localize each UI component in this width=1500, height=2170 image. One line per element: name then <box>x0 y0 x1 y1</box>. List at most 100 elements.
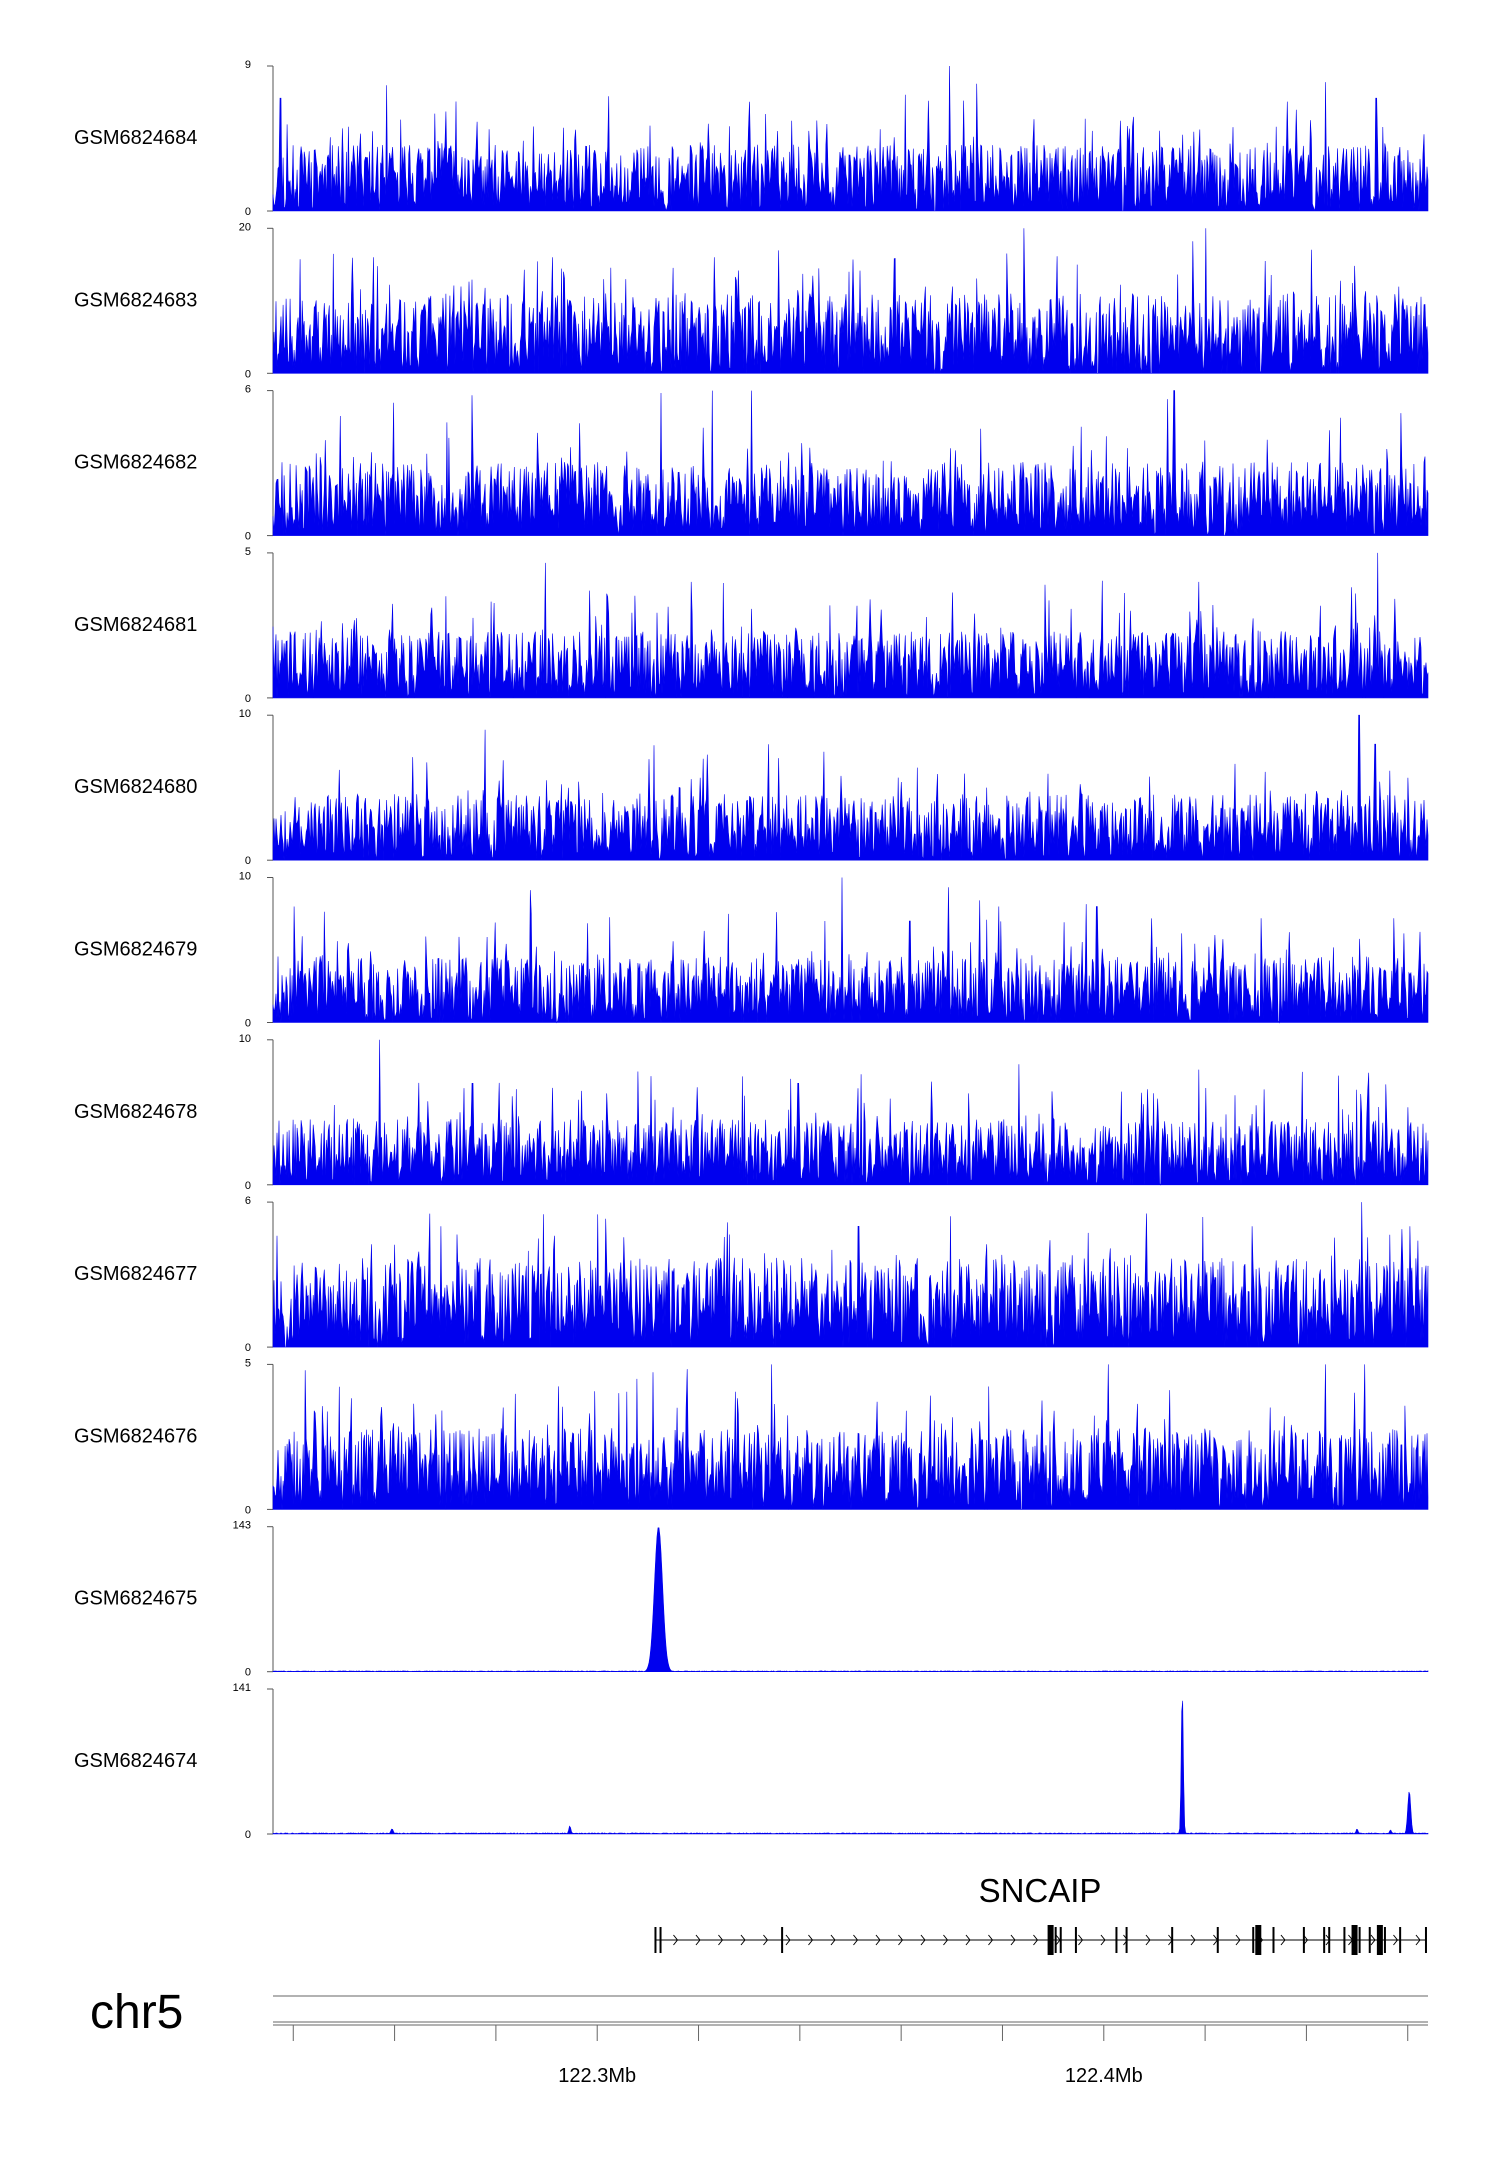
strand-arrow <box>830 1934 836 1946</box>
y-axis-min-label: 0 <box>245 531 251 543</box>
strand-arrow <box>943 1934 949 1946</box>
track-GSM6824683: GSM6824683 20 0 <box>74 221 1429 380</box>
y-axis-min-label: 0 <box>245 1180 251 1192</box>
gene-exon <box>1424 1927 1427 1953</box>
gene-exon <box>1351 1925 1358 1955</box>
track-GSM6824675: GSM6824675 143 0 <box>74 1520 1429 1679</box>
signal-area <box>272 1039 1429 1186</box>
strand-arrow <box>1033 1934 1039 1946</box>
gene-exon <box>1376 1925 1383 1955</box>
track-GSM6824674: GSM6824674 141 0 <box>74 1682 1429 1841</box>
gene-exon <box>781 1927 784 1953</box>
y-axis-min-label: 0 <box>245 368 251 380</box>
track-GSM6824677: GSM6824677 6 0 <box>74 1195 1429 1354</box>
track-GSM6824682: GSM6824682 6 0 <box>74 384 1429 543</box>
strand-arrow <box>1190 1934 1196 1946</box>
strand-arrow <box>673 1934 679 1946</box>
y-axis-max-label: 5 <box>245 1357 251 1369</box>
y-axis-max-label: 141 <box>233 1682 251 1694</box>
gene-exon <box>1074 1927 1077 1953</box>
y-axis-max-label: 20 <box>239 221 251 233</box>
gene-exon <box>654 1927 657 1953</box>
gene-exon <box>659 1927 662 1953</box>
strand-arrow <box>1393 1934 1399 1946</box>
gene-exon <box>1302 1927 1305 1953</box>
gene-exon <box>1255 1925 1262 1955</box>
strand-arrow <box>695 1934 701 1946</box>
signal-area <box>272 877 1429 1024</box>
signal-area <box>272 1527 1429 1672</box>
track-GSM6824684: GSM6824684 9 0 <box>74 59 1429 218</box>
track-label: GSM6824682 <box>74 452 197 474</box>
gene-track: SNCAIP <box>654 1872 1427 1955</box>
track-label: GSM6824678 <box>74 1101 197 1123</box>
y-axis-max-label: 9 <box>245 59 251 71</box>
track-GSM6824679: GSM6824679 10 0 <box>74 871 1429 1030</box>
gene-exon <box>1125 1927 1128 1953</box>
track-GSM6824676: GSM6824676 5 0 <box>74 1357 1429 1516</box>
strand-arrow <box>740 1934 746 1946</box>
track-label: GSM6824680 <box>74 776 197 798</box>
gene-exon <box>1399 1927 1402 1953</box>
gene-exon <box>1216 1927 1219 1953</box>
genome-axis-tick-label: 122.3Mb <box>558 2065 636 2087</box>
y-axis-max-label: 10 <box>239 708 251 720</box>
strand-arrow <box>875 1934 881 1946</box>
y-axis-max-label: 5 <box>245 546 251 558</box>
track-label: GSM6824684 <box>74 127 197 149</box>
gene-exon <box>1054 1927 1057 1953</box>
gene-exon <box>1272 1927 1275 1953</box>
y-axis-min-label: 0 <box>245 1667 251 1679</box>
gene-exon <box>1358 1927 1361 1953</box>
track-label: GSM6824677 <box>74 1263 197 1285</box>
y-axis-min-label: 0 <box>245 206 251 218</box>
strand-arrow <box>1280 1934 1286 1946</box>
y-axis-min-label: 0 <box>245 693 251 705</box>
strand-arrow <box>1370 1934 1376 1946</box>
gene-exon <box>1328 1927 1331 1953</box>
y-axis-max-label: 6 <box>245 384 251 396</box>
signal-area <box>272 714 1429 861</box>
gene-exon <box>1383 1927 1386 1953</box>
gene-exon <box>1115 1927 1118 1953</box>
y-axis-max-label: 10 <box>239 871 251 883</box>
y-axis-max-label: 143 <box>233 1520 251 1532</box>
strand-arrow <box>785 1934 791 1946</box>
gene-exon <box>1047 1925 1054 1955</box>
gene-name: SNCAIP <box>979 1872 1102 1909</box>
gene-exon <box>1323 1927 1326 1953</box>
y-axis-min-label: 0 <box>245 1504 251 1516</box>
track-label: GSM6824683 <box>74 289 197 311</box>
y-axis-max-label: 10 <box>239 1033 251 1045</box>
signal-area <box>272 228 1429 374</box>
signal-area <box>272 552 1429 699</box>
y-axis-min-label: 0 <box>245 1342 251 1354</box>
strand-arrow <box>1145 1934 1151 1946</box>
signal-area <box>272 390 1429 536</box>
strand-arrow <box>718 1934 724 1946</box>
strand-arrow <box>808 1934 814 1946</box>
signal-area <box>272 65 1429 212</box>
strand-arrow <box>1235 1934 1241 1946</box>
strand-arrow <box>763 1934 769 1946</box>
gene-exon <box>1171 1927 1174 1953</box>
track-label: GSM6824681 <box>74 614 197 636</box>
strand-arrow <box>898 1934 904 1946</box>
strand-arrow <box>1415 1934 1421 1946</box>
track-GSM6824678: GSM6824678 10 0 <box>74 1033 1429 1192</box>
y-axis-min-label: 0 <box>245 1829 251 1841</box>
track-GSM6824681: GSM6824681 5 0 <box>74 546 1429 705</box>
track-label: GSM6824675 <box>74 1588 197 1610</box>
strand-arrow <box>988 1934 994 1946</box>
track-label: GSM6824676 <box>74 1425 197 1447</box>
gene-exon <box>1252 1927 1255 1953</box>
gene-exon <box>1343 1927 1346 1953</box>
track-label: GSM6824674 <box>74 1750 197 1772</box>
y-axis-max-label: 6 <box>245 1195 251 1207</box>
y-axis-min-label: 0 <box>245 1018 251 1030</box>
signal-area <box>272 1202 1429 1348</box>
strand-arrow <box>1010 1934 1016 1946</box>
gene-exon <box>1368 1927 1371 1953</box>
strand-arrow <box>853 1934 859 1946</box>
